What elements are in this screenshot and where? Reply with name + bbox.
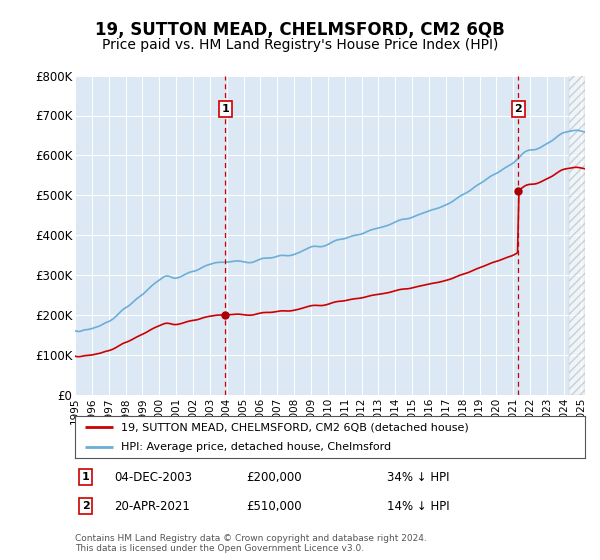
Text: 1: 1: [221, 104, 229, 114]
Text: 2: 2: [514, 104, 522, 114]
Text: 2: 2: [82, 501, 89, 511]
Text: HPI: Average price, detached house, Chelmsford: HPI: Average price, detached house, Chel…: [121, 442, 391, 452]
Text: £200,000: £200,000: [246, 470, 302, 484]
Text: Contains HM Land Registry data © Crown copyright and database right 2024.
This d: Contains HM Land Registry data © Crown c…: [75, 534, 427, 553]
Text: 19, SUTTON MEAD, CHELMSFORD, CM2 6QB: 19, SUTTON MEAD, CHELMSFORD, CM2 6QB: [95, 21, 505, 39]
Text: £510,000: £510,000: [246, 500, 302, 513]
Text: 04-DEC-2003: 04-DEC-2003: [114, 470, 192, 484]
Text: 14% ↓ HPI: 14% ↓ HPI: [387, 500, 449, 513]
Text: Price paid vs. HM Land Registry's House Price Index (HPI): Price paid vs. HM Land Registry's House …: [102, 38, 498, 52]
Text: 1: 1: [82, 472, 89, 482]
Text: 19, SUTTON MEAD, CHELMSFORD, CM2 6QB (detached house): 19, SUTTON MEAD, CHELMSFORD, CM2 6QB (de…: [121, 422, 469, 432]
Text: 34% ↓ HPI: 34% ↓ HPI: [387, 470, 449, 484]
Text: 20-APR-2021: 20-APR-2021: [114, 500, 190, 513]
